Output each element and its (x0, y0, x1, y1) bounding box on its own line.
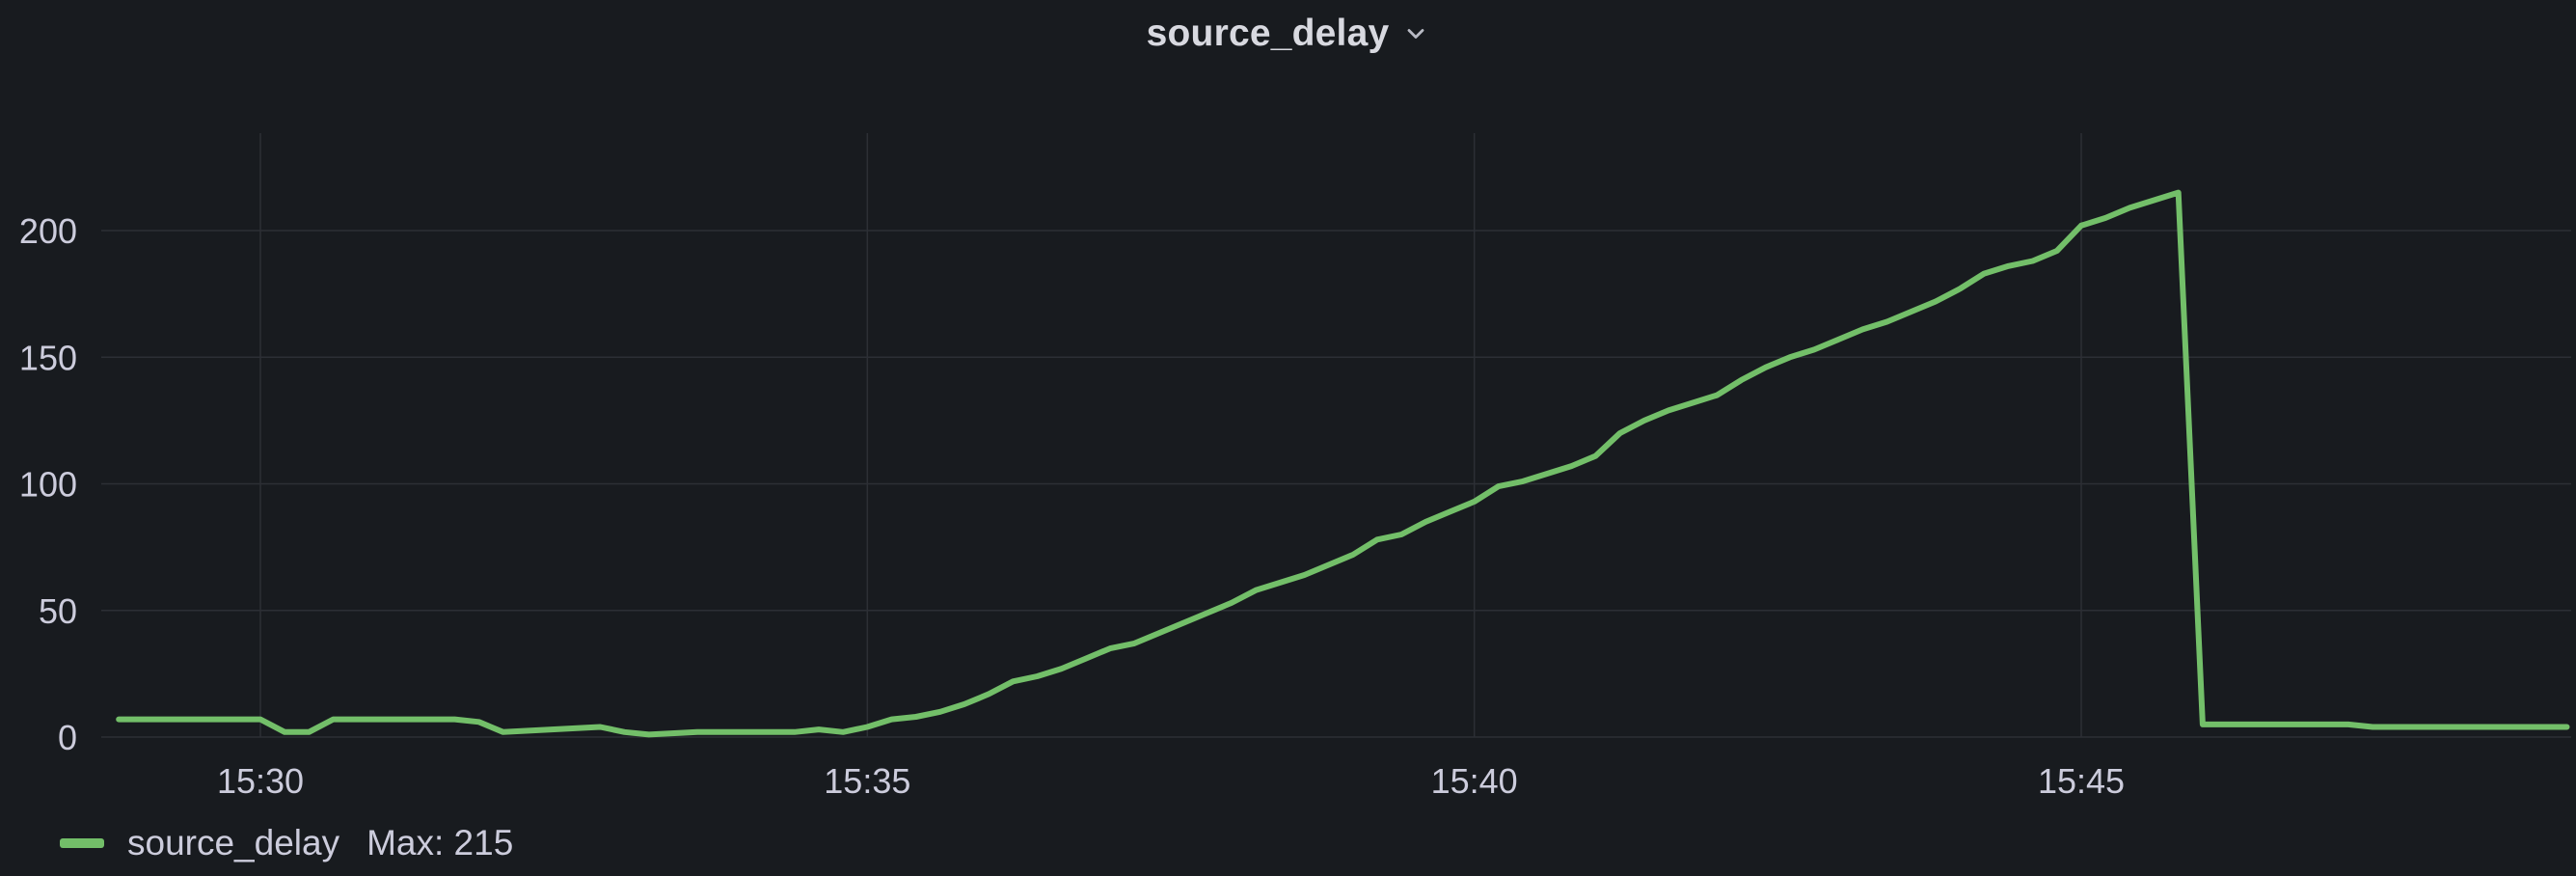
legend-series-label: source_delay (127, 823, 340, 862)
y-tick-label: 0 (58, 718, 77, 757)
chart-grid (101, 133, 2571, 738)
x-tick-label: 15:30 (217, 761, 304, 801)
panel-title: source_delay (1146, 13, 1390, 54)
y-tick-label: 100 (19, 465, 77, 505)
y-tick-label: 150 (19, 338, 77, 377)
y-tick-label: 200 (19, 211, 77, 251)
x-tick-label: 15:40 (1431, 761, 1518, 801)
legend-swatch (60, 838, 104, 848)
legend: source_delay Max: 215 (60, 820, 513, 866)
panel-title-menu[interactable]: source_delay (1147, 13, 1430, 55)
y-axis-ticks: 0 50 100 150 200 (19, 211, 77, 757)
chart-series (116, 189, 2570, 738)
x-axis-ticks: 15:30 15:35 15:40 15:45 (217, 761, 2125, 801)
series-line-source-delay[interactable] (116, 189, 2570, 738)
y-tick-label: 50 (39, 591, 77, 631)
chevron-down-icon (1407, 29, 1424, 39)
legend-max-value: Max: 215 (366, 823, 514, 862)
x-tick-label: 15:35 (824, 761, 910, 801)
panel-header: source_delay (0, 0, 2576, 68)
legend-item-source-delay[interactable]: source_delay (60, 823, 339, 863)
x-tick-label: 15:45 (2038, 761, 2125, 801)
